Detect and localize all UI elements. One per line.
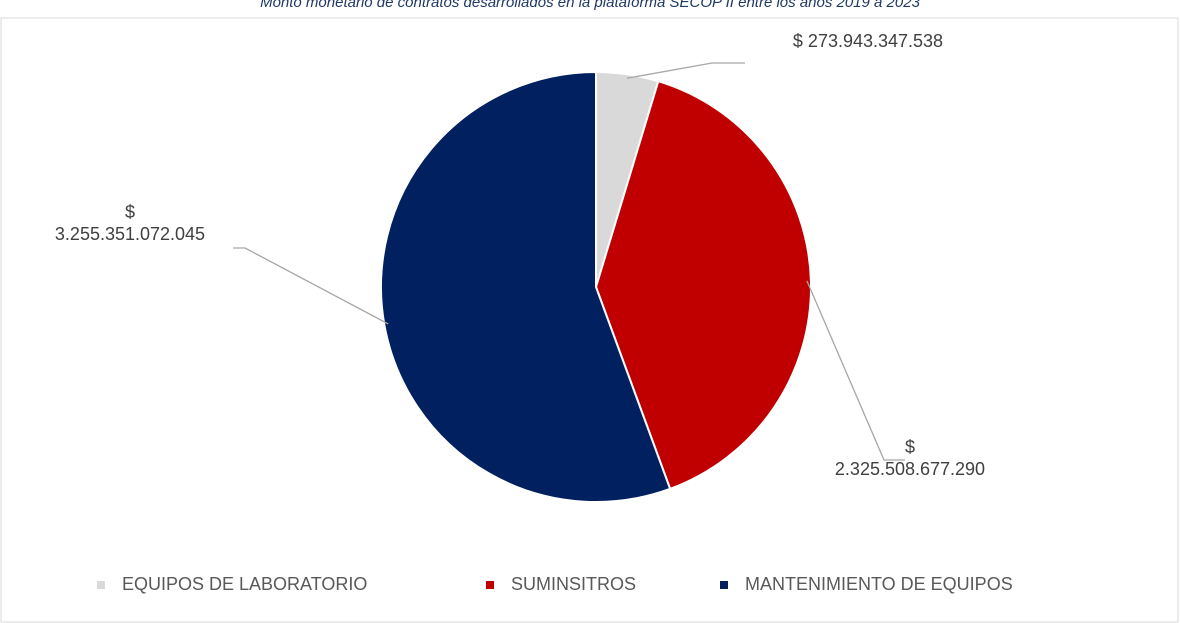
chart-title: Monto monetario de contratos desarrollad… <box>260 0 920 11</box>
leader-line <box>233 247 389 325</box>
value-label: $ 273.943.347.538 <box>792 31 944 51</box>
value-label: $ 2.325.508.677.290 <box>834 437 986 479</box>
legend-swatch <box>720 581 728 589</box>
legend-swatch <box>97 581 105 589</box>
legend-swatch <box>486 581 494 589</box>
pie-slice <box>594 79 812 491</box>
legend-label: EQUIPOS DE LABORATORIO <box>122 574 368 594</box>
legend-label: SUMINSITROS <box>511 574 637 594</box>
chart-frame <box>0 17 1179 623</box>
leader-line <box>626 62 745 79</box>
pie-slice <box>380 70 672 503</box>
value-label: $ 3.255.351.072.045 <box>54 202 206 244</box>
legend-label: MANTENIMIENTO DE EQUIPOS <box>745 574 1013 594</box>
leader-line <box>806 280 905 461</box>
